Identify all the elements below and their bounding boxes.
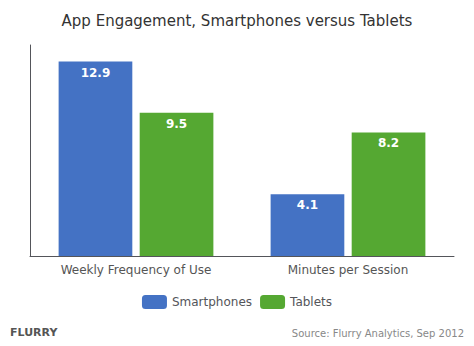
svg-text:8.2: 8.2 (378, 136, 399, 150)
svg-text:9.5: 9.5 (166, 117, 187, 131)
svg-text:4.1: 4.1 (297, 198, 318, 212)
svg-text:Tablets: Tablets (289, 295, 332, 309)
svg-text:Smartphones: Smartphones (172, 295, 252, 309)
svg-text:Source: Flurry Analytics, Sep: Source: Flurry Analytics, Sep 2012 (292, 328, 464, 339)
svg-text:Weekly Frequency of Use: Weekly Frequency of Use (61, 263, 212, 277)
svg-text:Minutes per Session: Minutes per Session (288, 263, 409, 277)
svg-text:FLURRY: FLURRY (10, 326, 58, 339)
svg-text:12.9: 12.9 (81, 66, 111, 80)
svg-text:App Engagement, Smartphones ve: App Engagement, Smartphones versus Table… (62, 12, 413, 30)
